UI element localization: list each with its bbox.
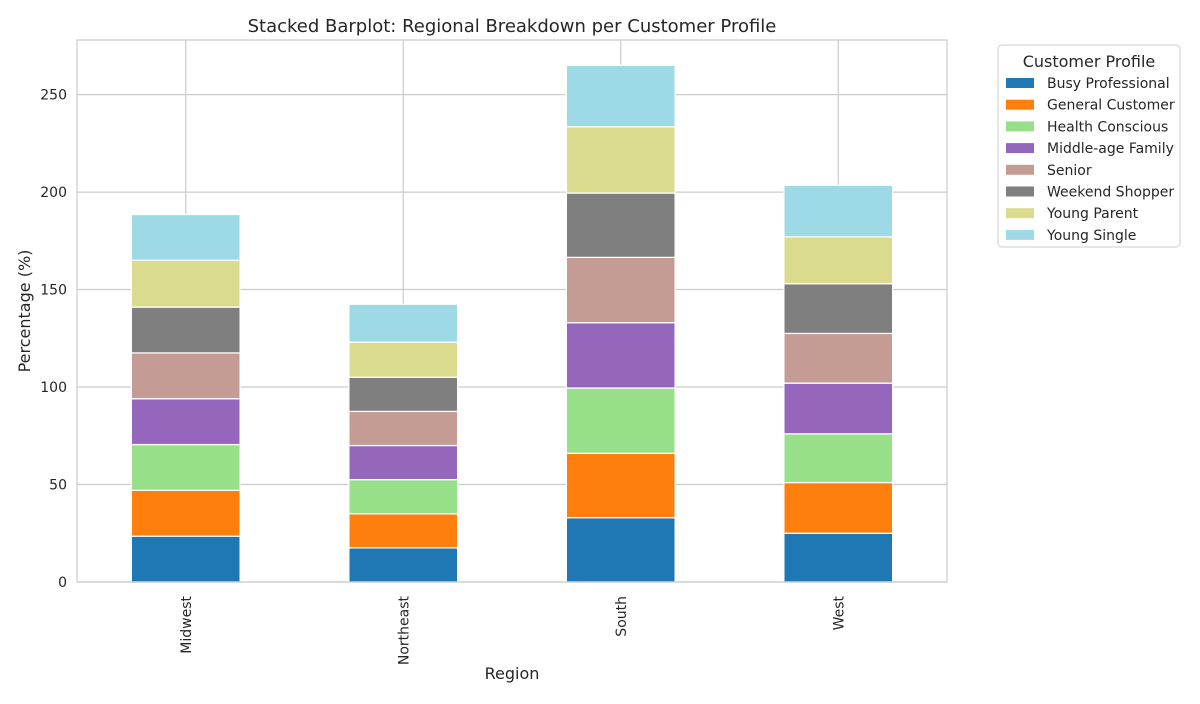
- legend-label: General Customer: [1047, 98, 1175, 114]
- legend-items: Busy Professional General Customer Health …: [1006, 76, 1175, 244]
- bar-south-busy-professional: [565, 517, 676, 583]
- x-tick-label-south: South: [614, 596, 630, 637]
- legend-swatch: [1006, 208, 1034, 219]
- y-tick-label: 50: [49, 478, 67, 494]
- y-tick-labels: 0 50 100 150 200 250: [40, 88, 67, 591]
- x-axis-label: Region: [485, 664, 540, 683]
- legend: Customer Profile Busy Professional Genera…: [997, 44, 1181, 248]
- bar-south-young-single: [565, 64, 676, 128]
- bar-midwest-health-conscious: [130, 443, 241, 491]
- legend-label: Young Single: [1046, 228, 1136, 244]
- bar-west-busy-professional: [783, 532, 894, 583]
- bar-midwest-busy-professional: [130, 535, 241, 583]
- x-tick-label-west: West: [831, 595, 847, 630]
- bar-midwest-young-single: [130, 213, 241, 261]
- bar-northeast-health-conscious: [348, 479, 459, 515]
- y-tick-label: 100: [40, 380, 67, 396]
- x-tick-label-northeast: Northeast: [396, 595, 412, 665]
- bar-south-middle-age-family: [565, 322, 676, 389]
- bar-west-young-parent: [783, 236, 894, 285]
- legend-item: Health Conscious: [1006, 119, 1168, 135]
- bar-west-health-conscious: [783, 433, 894, 484]
- legend-item: Young Parent: [1006, 206, 1139, 222]
- bar-south-senior: [565, 256, 676, 324]
- legend-swatch: [1006, 121, 1034, 132]
- bar-west-senior: [783, 332, 894, 384]
- legend-item: Middle-age Family: [1006, 141, 1174, 157]
- x-tick-labels: Midwest Northeast South West: [179, 595, 848, 665]
- legend-swatch: [1006, 186, 1034, 197]
- legend-label: Senior: [1047, 163, 1092, 179]
- bar-midwest-young-parent: [130, 259, 241, 308]
- legend-swatch: [1006, 143, 1034, 154]
- legend-label: Busy Professional: [1047, 76, 1170, 92]
- bar-northeast-young-parent: [348, 341, 459, 378]
- bar-midwest-weekend-shopper: [130, 306, 241, 354]
- legend-label: Young Parent: [1046, 206, 1139, 222]
- bar-west-young-single: [783, 184, 894, 238]
- bar-northeast-senior: [348, 410, 459, 447]
- bars-layer: [130, 64, 894, 583]
- bar-south-health-conscious: [565, 387, 676, 454]
- y-tick-label: 0: [58, 575, 67, 591]
- bar-northeast-busy-professional: [348, 547, 459, 583]
- bar-south-general-customer: [565, 452, 676, 519]
- legend-swatch: [1006, 164, 1034, 175]
- bar-midwest-general-customer: [130, 489, 241, 537]
- legend-item: Senior: [1006, 163, 1092, 179]
- chart-title: Stacked Barplot: Regional Breakdown per …: [248, 16, 777, 37]
- plot-frame: [76, 39, 948, 583]
- bar-west-general-customer: [783, 481, 894, 534]
- bar-northeast-general-customer: [348, 513, 459, 549]
- legend-swatch: [1006, 229, 1034, 240]
- bar-south-young-parent: [565, 126, 676, 194]
- legend-title: Customer Profile: [1023, 52, 1156, 71]
- bar-west-middle-age-family: [783, 382, 894, 435]
- bar-northeast-middle-age-family: [348, 444, 459, 481]
- legend-item: General Customer: [1006, 98, 1175, 114]
- y-tick-label: 200: [40, 185, 67, 201]
- legend-item: Young Single: [1006, 228, 1136, 244]
- legend-label: Health Conscious: [1047, 119, 1168, 135]
- legend-swatch: [1006, 78, 1034, 88]
- y-tick-label: 250: [40, 88, 67, 104]
- x-tick-label-midwest: Midwest: [179, 595, 195, 653]
- legend-label: Middle-age Family: [1047, 141, 1174, 157]
- bar-northeast-young-single: [348, 303, 459, 343]
- legend-label: Weekend Shopper: [1047, 185, 1174, 201]
- legend-item: Busy Professional: [1006, 76, 1170, 92]
- bar-midwest-middle-age-family: [130, 398, 241, 446]
- legend-box: [997, 44, 1181, 248]
- bar-west-weekend-shopper: [783, 283, 894, 335]
- bar-northeast-weekend-shopper: [348, 376, 459, 413]
- bar-south-weekend-shopper: [565, 192, 676, 259]
- y-tick-label: 150: [40, 283, 67, 299]
- bar-midwest-senior: [130, 352, 241, 400]
- legend-swatch: [1006, 99, 1034, 110]
- y-axis-label: Percentage (%): [15, 250, 34, 373]
- legend-item: Weekend Shopper: [1006, 185, 1174, 201]
